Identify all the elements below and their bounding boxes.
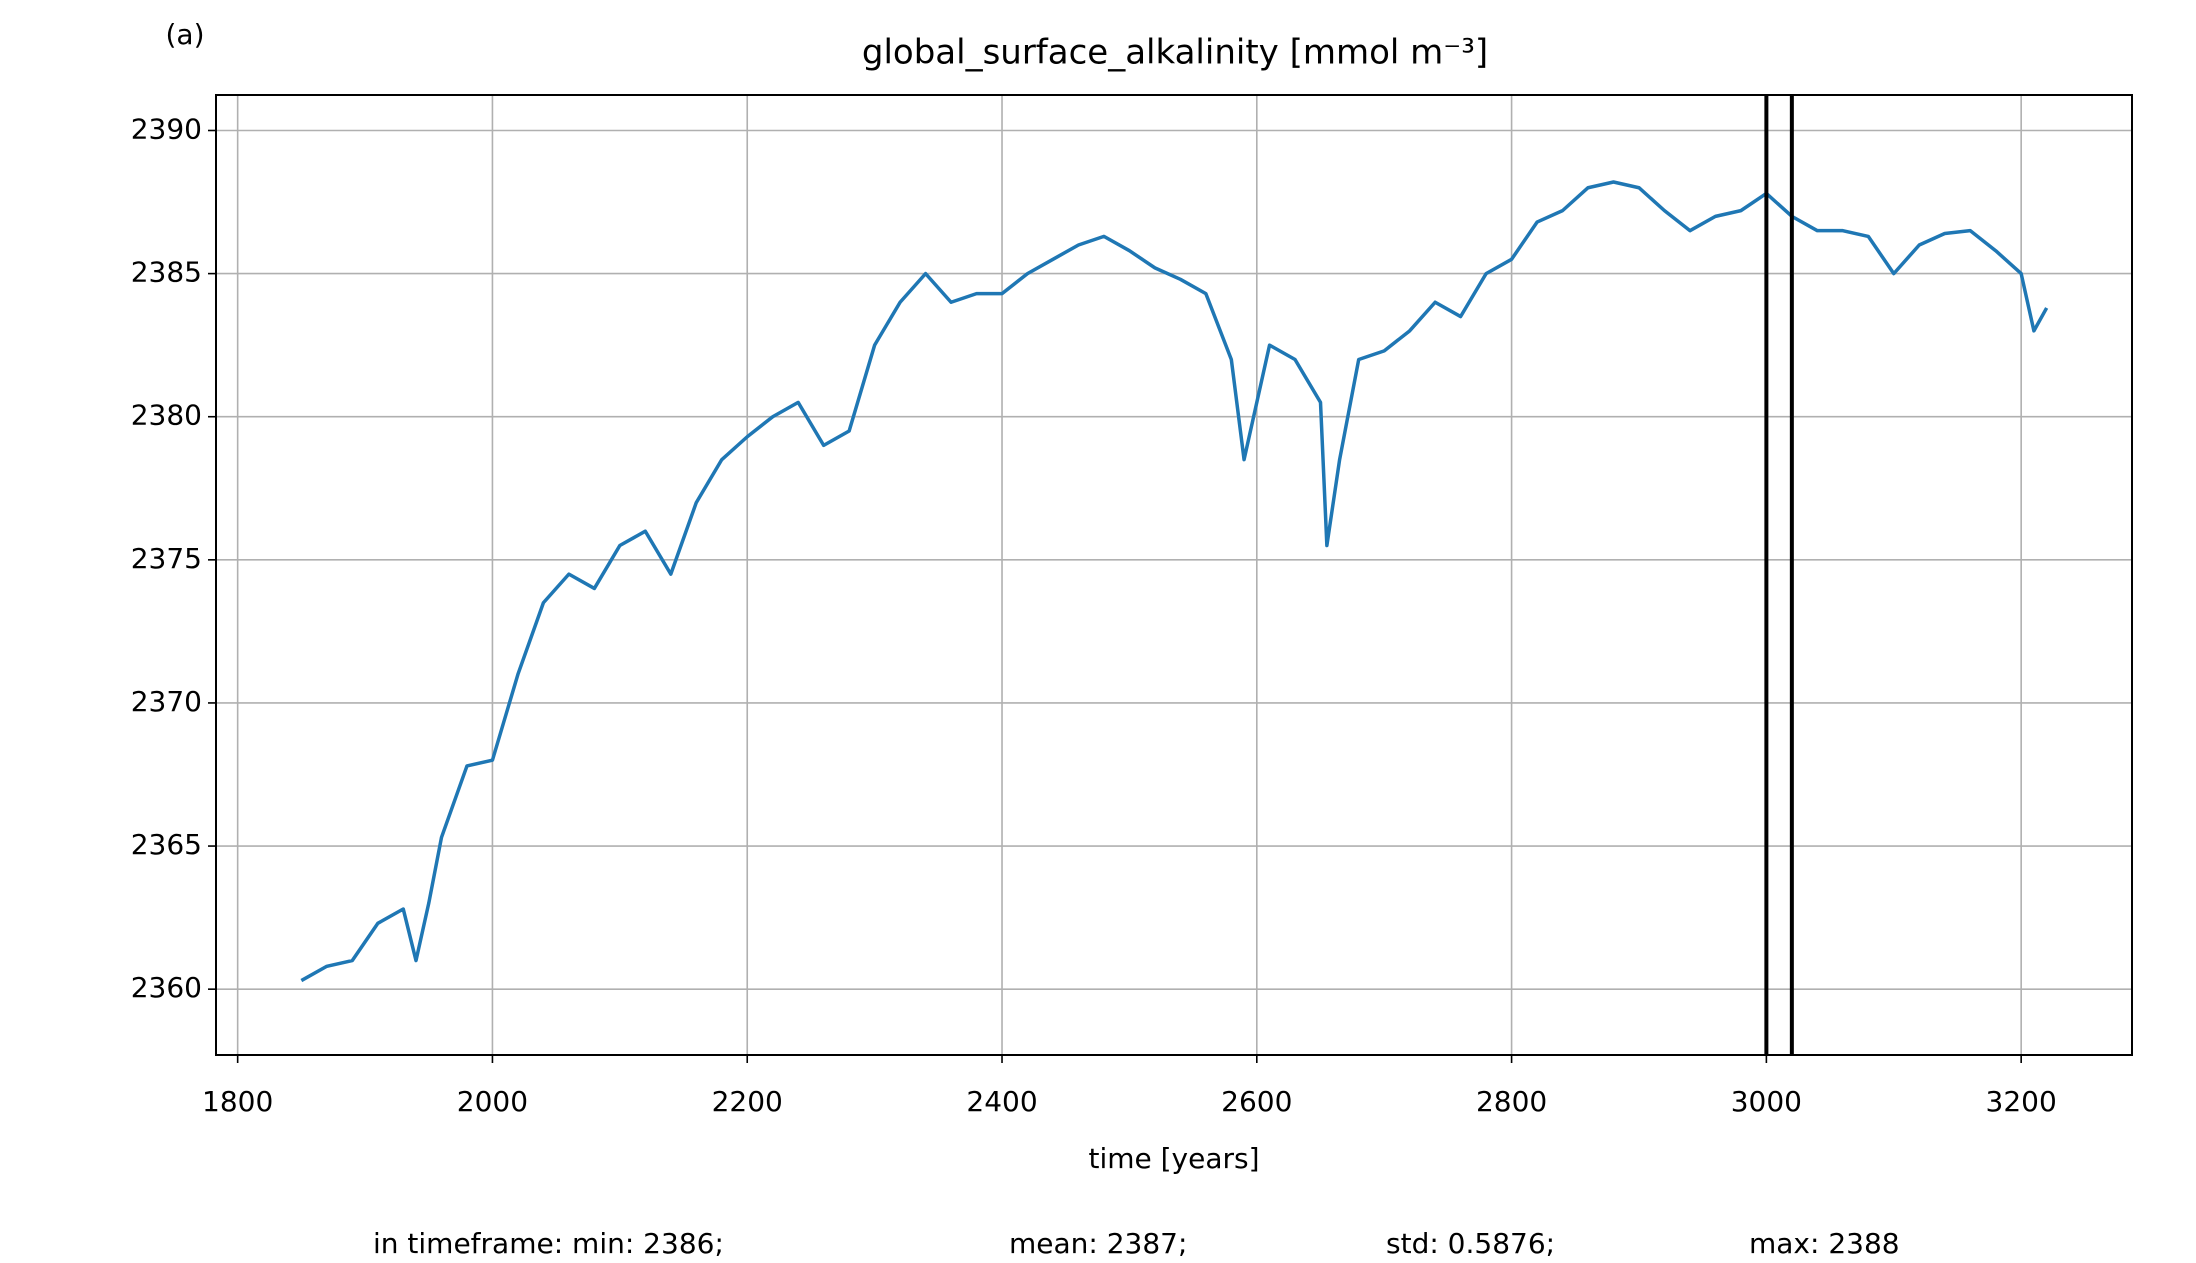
footer-stat: mean: 2387; — [1009, 1227, 1187, 1260]
footer-stat: std: 0.5876; — [1386, 1227, 1555, 1260]
x-tick-label: 3200 — [1986, 1085, 2057, 1118]
footer-stat: max: 2388 — [1749, 1227, 1900, 1260]
plot-frame — [215, 94, 2133, 1056]
footer-stat: in timeframe: min: 2386; — [373, 1227, 724, 1260]
panel-label: (a) — [165, 18, 204, 51]
y-tick-label: 2370 — [131, 685, 202, 718]
data-line — [300, 180, 2049, 983]
x-tick-label: 2400 — [966, 1085, 1037, 1118]
x-tick-label: 2000 — [457, 1085, 528, 1118]
y-tick-label: 2360 — [131, 971, 202, 1004]
y-tick-label: 2365 — [131, 828, 202, 861]
y-tick-label: 2385 — [131, 256, 202, 289]
y-tick-label: 2390 — [131, 112, 202, 145]
chart-title: global_surface_alkalinity [mmol m⁻³] — [862, 33, 1488, 73]
x-axis-label: time [years] — [1088, 1142, 1259, 1175]
x-tick-label: 3000 — [1731, 1085, 1802, 1118]
x-tick-label: 1800 — [202, 1085, 273, 1118]
y-tick-label: 2380 — [131, 399, 202, 432]
x-tick-label: 2600 — [1221, 1085, 1292, 1118]
x-tick-label: 2200 — [712, 1085, 783, 1118]
y-tick-label: 2375 — [131, 542, 202, 575]
x-tick-label: 2800 — [1476, 1085, 1547, 1118]
